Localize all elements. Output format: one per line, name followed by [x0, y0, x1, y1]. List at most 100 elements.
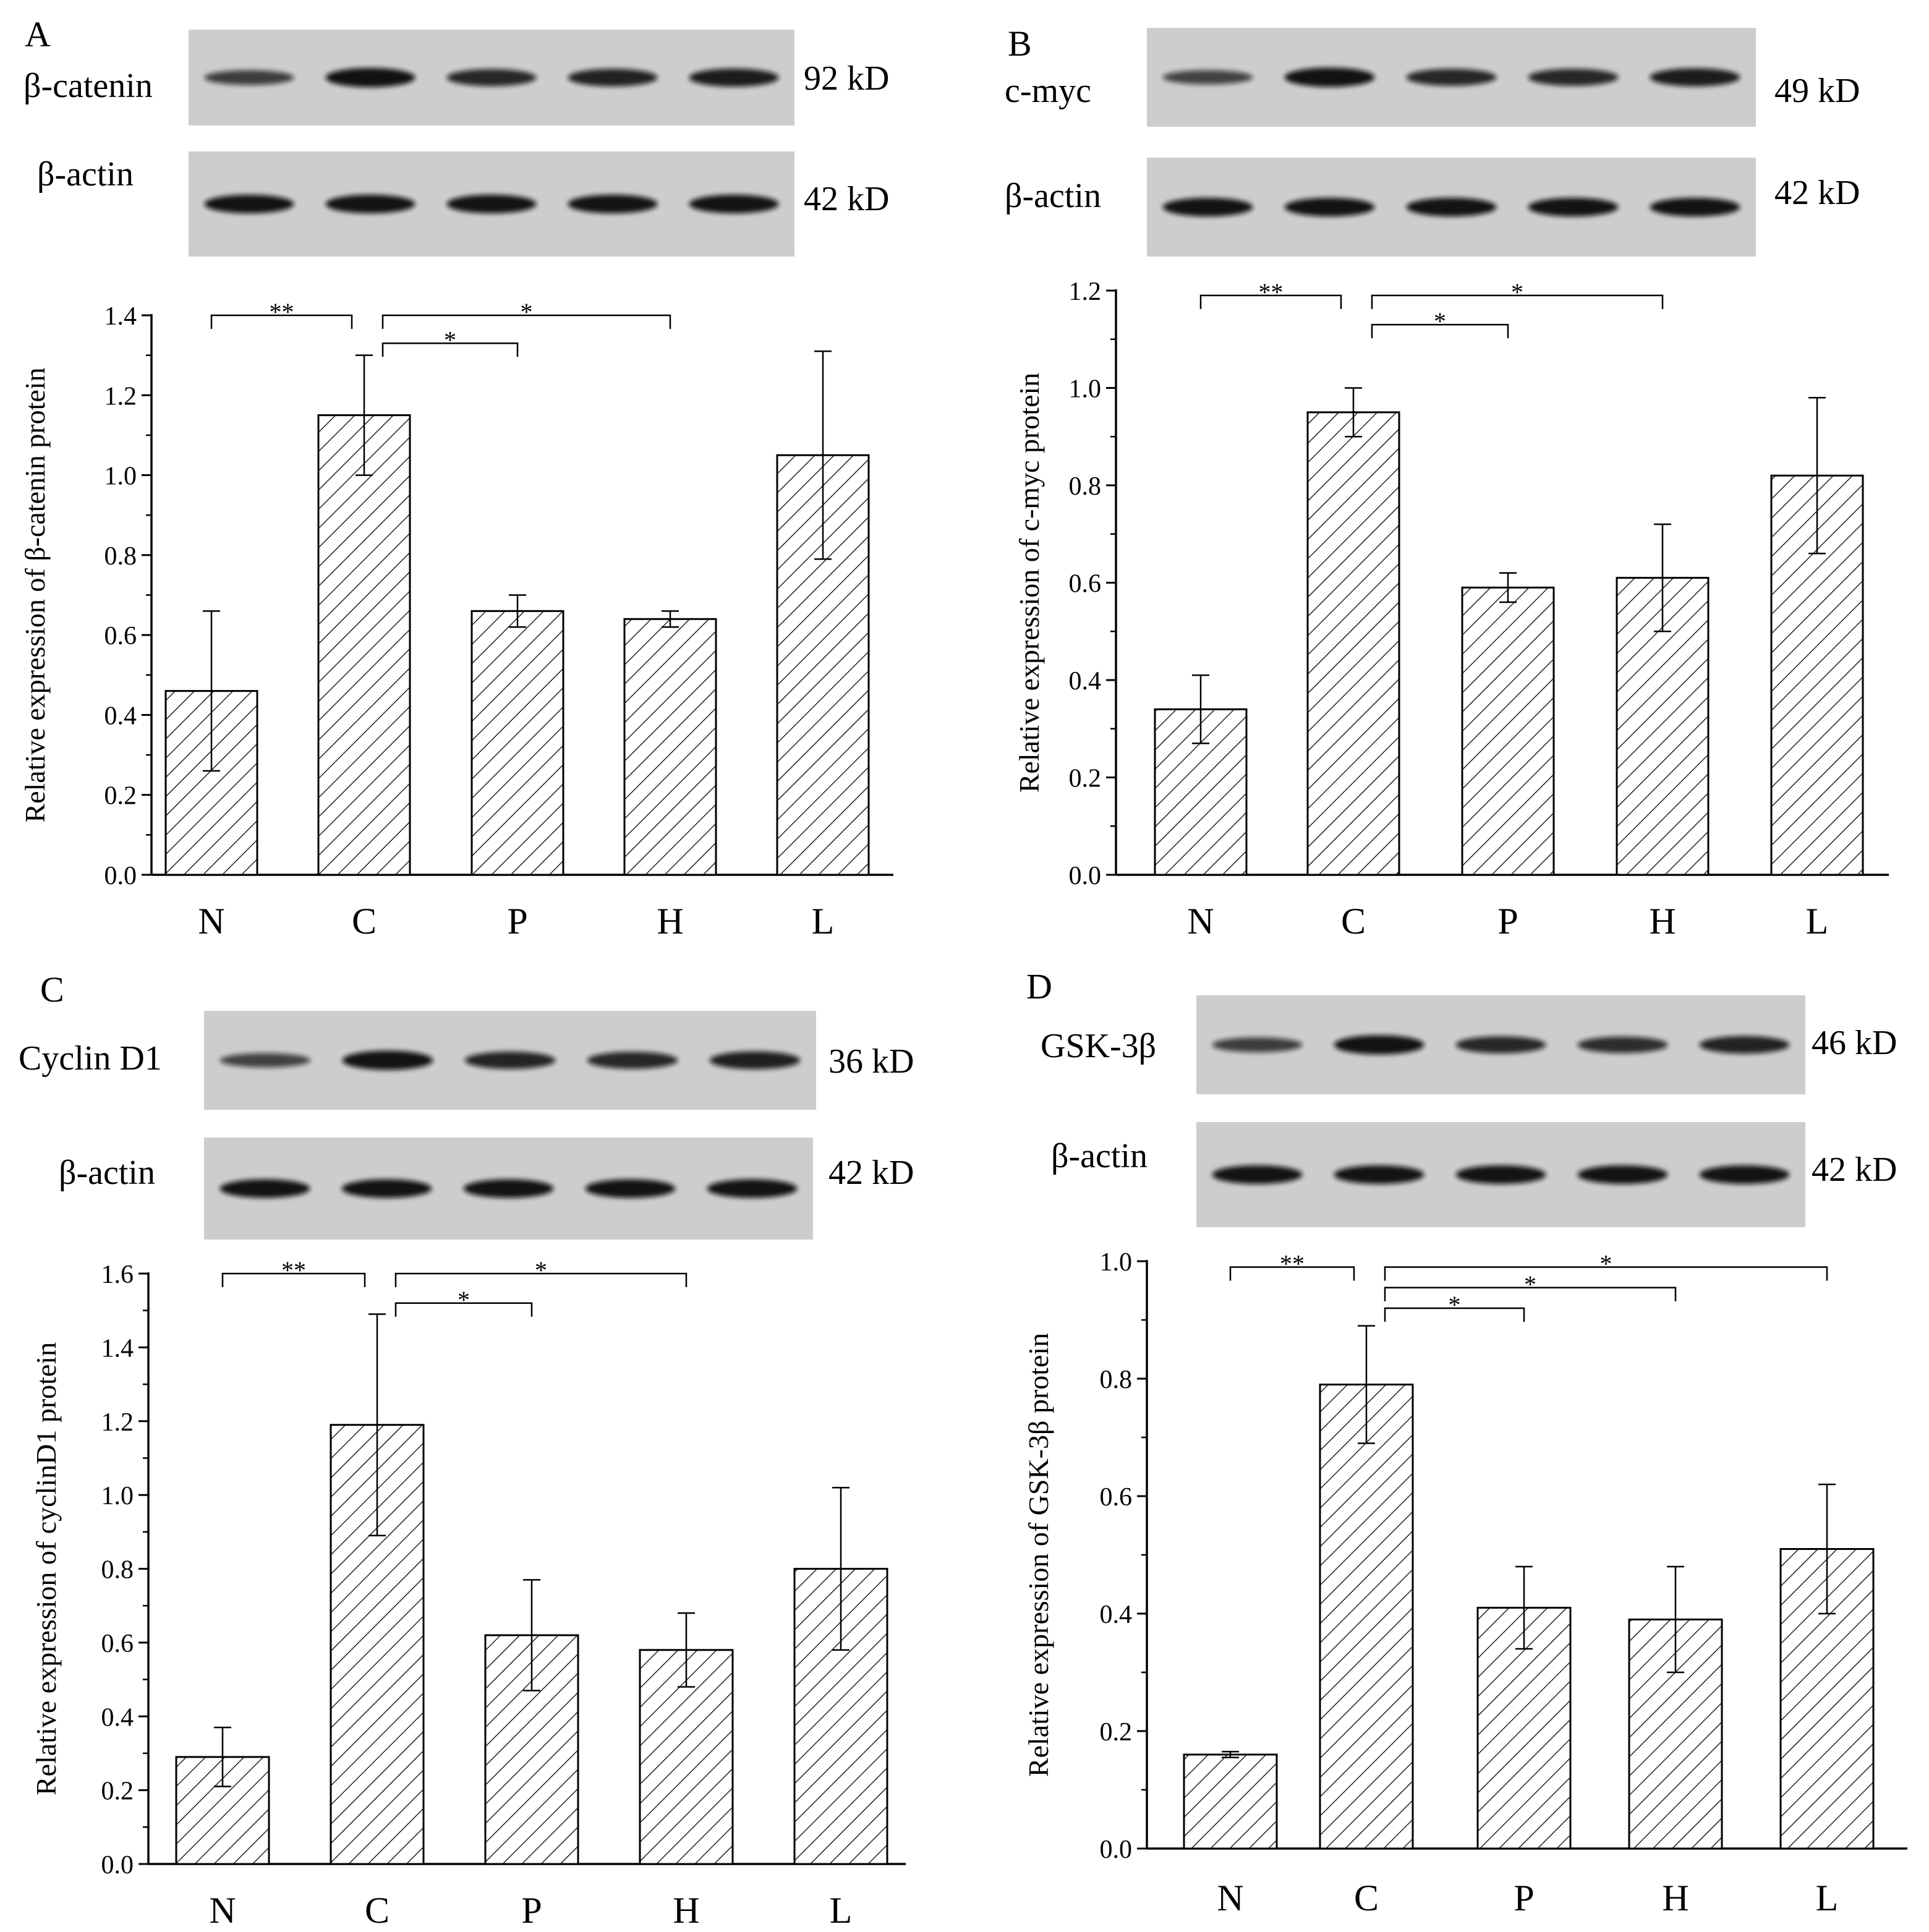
blot-band-N — [1212, 1165, 1303, 1184]
error-bar-C — [1358, 1325, 1375, 1444]
bracket-line — [221, 1272, 366, 1287]
x-category-label-P: P — [1514, 1878, 1534, 1918]
x-category-label-N: N — [1187, 901, 1214, 942]
error-bar-L — [814, 350, 832, 560]
control-kd-label: 42 kD — [828, 1154, 914, 1192]
blot-band-H — [568, 195, 658, 213]
error-bar-P — [523, 1579, 540, 1692]
y-tick-label: 0.0 — [1100, 1836, 1133, 1864]
significance-label: * — [1511, 278, 1523, 306]
x-category-label-H: H — [657, 901, 683, 942]
error-bar-N — [214, 1726, 231, 1787]
blot-band-C — [1334, 1035, 1424, 1055]
y-tick-label: 0.2 — [1100, 1718, 1133, 1747]
blot-band-H — [585, 1179, 676, 1198]
error-bar-N — [203, 610, 220, 772]
y-tick-label: 0.6 — [1100, 1483, 1133, 1512]
blot-band-P — [463, 1179, 554, 1198]
bracket-line — [381, 314, 671, 329]
blot-band-P — [1455, 1165, 1546, 1184]
blot-band-P — [446, 69, 537, 87]
error-bar-C — [368, 1313, 386, 1537]
bracket-line — [1371, 294, 1664, 309]
significance-label: ** — [1280, 1250, 1305, 1278]
significance-bracket: * — [394, 1286, 533, 1317]
bracket-line — [394, 1272, 688, 1287]
blot-band-N — [219, 1179, 310, 1198]
error-bar-P — [1499, 572, 1517, 603]
x-category-label-P: P — [521, 1890, 542, 1931]
y-tick-label: 1.0 — [1100, 1248, 1133, 1277]
bracket-line — [394, 1302, 533, 1317]
blot-band-C — [325, 67, 415, 88]
blot-band-N — [1162, 198, 1253, 216]
control-blot — [189, 151, 794, 257]
panel-label: A — [25, 14, 51, 54]
bar-N — [1183, 1753, 1278, 1850]
significance-label: ** — [281, 1256, 306, 1284]
control-blot — [1196, 1122, 1805, 1227]
bracket-line — [381, 343, 519, 357]
y-tick-label: 1.2 — [104, 382, 137, 411]
bar-P — [471, 610, 564, 876]
panel-d: D GSK-3β 46 kD β-actin 42 kD 0.0 0.2 0.4 0.6 0.8 1… — [1023, 966, 1907, 1918]
blot-band-L — [689, 68, 779, 87]
bracket-line — [1371, 323, 1509, 339]
blot-band-N — [204, 70, 294, 85]
error-bar-P — [509, 594, 526, 628]
control-protein-label: β-actin — [59, 1154, 155, 1192]
y-tick-label: 0.6 — [1069, 570, 1102, 598]
blot-band-C — [1284, 67, 1375, 87]
panel-label: C — [40, 969, 64, 1010]
bar-C — [330, 1424, 425, 1865]
blot-band-P — [1406, 198, 1497, 216]
blot-band-L — [1650, 68, 1740, 87]
error-bar-N — [1192, 674, 1209, 744]
error-bar-C — [356, 354, 373, 476]
y-axis-label: Relative expression of c-myc protein — [1013, 373, 1045, 793]
blot-band-P — [464, 1051, 556, 1070]
control-protein-label: β-actin — [1051, 1137, 1148, 1175]
error-bar-H — [1667, 1565, 1684, 1674]
panel-label: B — [1008, 23, 1032, 64]
y-axis-label: Relative expression of cyclinD1 protein — [30, 1342, 62, 1795]
blot-band-N — [219, 1053, 311, 1068]
x-category-label-C: C — [365, 1890, 390, 1931]
significance-bracket: * — [1384, 1270, 1677, 1301]
x-category-label-N: N — [198, 901, 224, 942]
blot-band-H — [1577, 1165, 1668, 1184]
blot-band-C — [342, 1050, 433, 1070]
y-tick-label: 0.2 — [1069, 765, 1102, 793]
x-category-label-H: H — [1649, 901, 1676, 942]
control-kd-label: 42 kD — [1812, 1151, 1897, 1189]
blot-band-L — [1699, 1165, 1790, 1184]
error-bar-C — [1345, 387, 1362, 438]
y-tick-label: 0.8 — [101, 1556, 134, 1585]
y-tick-label: 0.8 — [104, 542, 137, 571]
target-blot — [204, 1011, 816, 1110]
error-bar-N — [1222, 1751, 1239, 1758]
y-tick-label: 0.6 — [101, 1630, 134, 1658]
error-bar-L — [1808, 397, 1826, 555]
x-category-label-H: H — [1662, 1878, 1688, 1918]
blot-band-N — [1212, 1037, 1303, 1052]
significance-bracket: ** — [221, 1256, 366, 1287]
significance-bracket: * — [381, 298, 671, 329]
y-tick-label: 1.6 — [101, 1261, 134, 1289]
significance-bracket: * — [1371, 307, 1509, 339]
significance-label: ** — [270, 298, 294, 326]
control-blot — [204, 1138, 813, 1240]
y-tick-label: 1.2 — [1069, 278, 1102, 306]
significance-bracket: ** — [1199, 278, 1342, 309]
x-category-label-C: C — [1354, 1878, 1379, 1918]
significance-label: * — [444, 326, 456, 354]
blot-band-C — [325, 195, 415, 213]
blot-band-L — [707, 1179, 798, 1198]
control-protein-label: β-actin — [37, 155, 134, 194]
control-kd-label: 42 kD — [1774, 174, 1860, 212]
x-category-label-C: C — [352, 901, 377, 942]
y-tick-label: 0.0 — [1069, 862, 1102, 890]
significance-bracket: * — [1384, 1250, 1828, 1281]
y-tick-label: 0.0 — [101, 1851, 134, 1879]
